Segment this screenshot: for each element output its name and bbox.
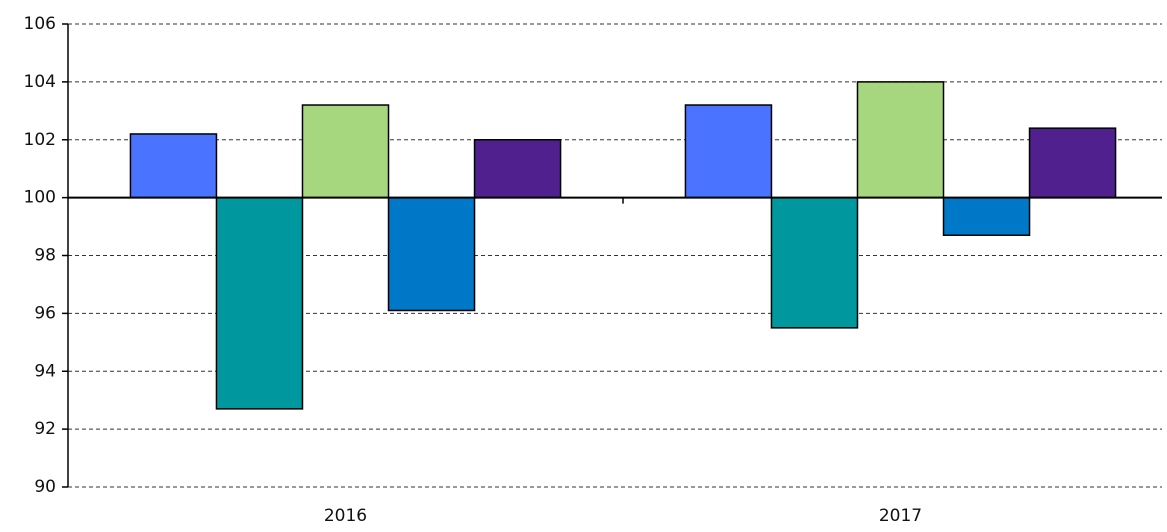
y-tick-label: 100 <box>24 188 56 208</box>
bar <box>215 196 304 410</box>
bar <box>387 196 476 312</box>
bar <box>301 104 390 199</box>
bar <box>129 133 218 199</box>
bar <box>856 81 945 199</box>
y-tick-label: 90 <box>34 477 56 497</box>
x-tick-label: 2017 <box>879 506 922 526</box>
y-tick-label: 96 <box>34 303 56 323</box>
y-tick-label: 102 <box>24 130 56 150</box>
bar <box>684 104 773 199</box>
y-tick-label: 98 <box>34 246 56 266</box>
y-tick-label: 104 <box>24 72 56 92</box>
bar <box>1028 127 1117 199</box>
y-tick-label: 92 <box>34 419 56 439</box>
bar <box>942 196 1031 236</box>
y-tick-label: 94 <box>34 361 56 381</box>
bar <box>473 139 562 199</box>
bar <box>770 196 859 329</box>
x-tick-label: 2016 <box>324 506 367 526</box>
y-tick-label: 106 <box>24 14 56 34</box>
